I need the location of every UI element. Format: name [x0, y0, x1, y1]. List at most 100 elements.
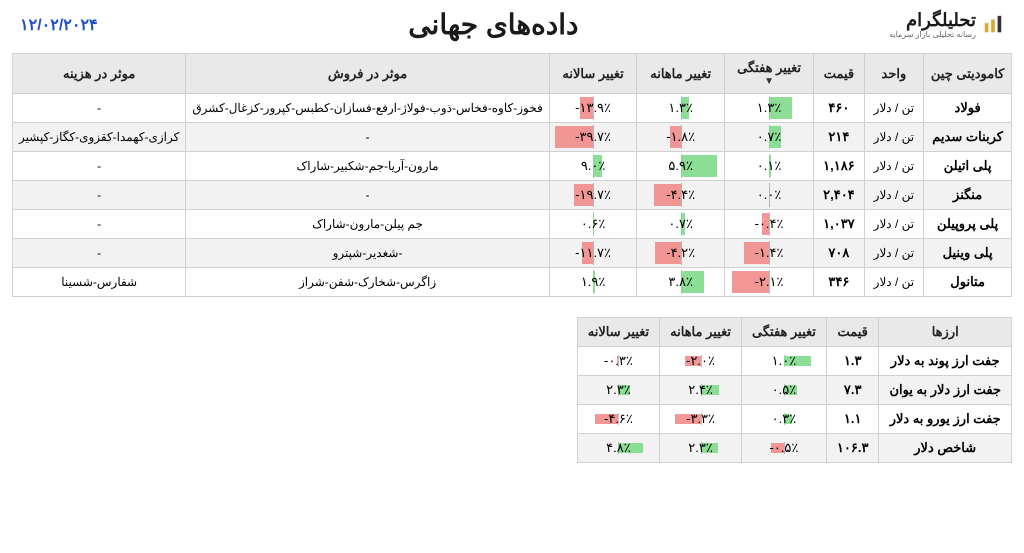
table-row: منگنزتن / دلار۲,۴۰۴۰.۰٪-۴.۴٪-۱۹.۷٪-- — [13, 181, 1012, 210]
change-value: ۲.۴٪ — [688, 382, 713, 398]
change-value: -۴.۲٪ — [666, 245, 695, 261]
commodity-price: ۲۱۴ — [814, 123, 864, 152]
th-monthly[interactable]: تغییر ماهانه — [637, 54, 724, 94]
currency-name: جفت ارز دلار به یوان — [879, 376, 1012, 405]
change-value: -۰.۳٪ — [604, 353, 633, 369]
table-row: پلی وینیلتن / دلار۷۰۸-۱.۴٪-۴.۲٪-۱۱.۷٪-شغ… — [13, 239, 1012, 268]
change-value: -۱۹.۷٪ — [575, 187, 611, 203]
change-value: ۱.۳٪ — [668, 100, 693, 116]
commodity-name: فولاد — [924, 94, 1012, 123]
change-cell: -۱.۸٪ — [637, 123, 724, 152]
th2-price[interactable]: قیمت — [826, 318, 879, 347]
change-value: ۱.۰٪ — [772, 353, 797, 369]
commodity-cost: - — [13, 239, 186, 268]
commodity-name: متانول — [924, 268, 1012, 297]
table-row: کربنات سدیمتن / دلار۲۱۴۰.۷٪-۱.۸٪-۳۹.۷٪-ک… — [13, 123, 1012, 152]
logo: تحلیلگرام رسانه تحلیلی بازار سرمایه — [889, 11, 1004, 39]
change-cell: -۳۹.۷٪ — [549, 123, 637, 152]
logo-icon — [982, 14, 1004, 36]
change-cell: -۳.۳٪ — [660, 405, 742, 434]
commodity-cost: - — [13, 152, 186, 181]
report-date: ۱۲/۰۲/۲۰۲۴ — [20, 15, 98, 35]
change-value: ۵.۹٪ — [668, 158, 693, 174]
table-row: جفت ارز پوند به دلار۱.۳۱.۰٪-۲.۰٪-۰.۳٪ — [577, 347, 1011, 376]
page-title: داده‌های جهانی — [98, 8, 889, 41]
commodity-name: پلی وینیل — [924, 239, 1012, 268]
th-sales[interactable]: موثر در فروش — [186, 54, 549, 94]
th2-name[interactable]: ارزها — [879, 318, 1012, 347]
change-value: -۳.۳٪ — [686, 411, 715, 427]
change-cell: ۰.۳٪ — [742, 405, 827, 434]
currency-price: ۱.۱ — [826, 405, 879, 434]
change-value: ۴.۸٪ — [606, 440, 631, 456]
logo-subtitle: رسانه تحلیلی بازار سرمایه — [889, 31, 976, 39]
th-yearly[interactable]: تغییر سالانه — [549, 54, 637, 94]
th-commodity[interactable]: کامودیتی چین — [924, 54, 1012, 94]
commodity-price: ۲,۴۰۴ — [814, 181, 864, 210]
change-value: ۱.۳٪ — [757, 100, 782, 116]
change-cell: -۰.۳٪ — [577, 347, 659, 376]
th-price[interactable]: قیمت — [814, 54, 864, 94]
commodity-price: ۷۰۸ — [814, 239, 864, 268]
commodity-sales: - — [186, 181, 549, 210]
change-cell: ۱.۹٪ — [549, 268, 637, 297]
table-row: فولادتن / دلار۴۶۰۱.۳٪۱.۳٪-۱۳.۹٪فخوز-کاوه… — [13, 94, 1012, 123]
change-value: -۱۳.۹٪ — [575, 100, 611, 116]
change-cell: ۱.۳٪ — [637, 94, 724, 123]
logo-text: تحلیلگرام — [889, 11, 976, 29]
th-unit[interactable]: واحد — [864, 54, 924, 94]
commodity-unit: تن / دلار — [864, 239, 924, 268]
commodity-price: ۱,۰۳۷ — [814, 210, 864, 239]
change-cell: ۹.۰٪ — [549, 152, 637, 181]
change-cell: ۲.۳٪ — [660, 434, 742, 463]
commodity-sales: جم پیلن-مارون-شاراک — [186, 210, 549, 239]
change-cell: ۴.۸٪ — [577, 434, 659, 463]
th2-monthly[interactable]: تغییر ماهانه — [660, 318, 742, 347]
change-cell: ۵.۹٪ — [637, 152, 724, 181]
change-cell: ۱.۰٪ — [742, 347, 827, 376]
th-weekly[interactable]: تغییر هفتگی ▼ — [724, 54, 813, 94]
change-cell: -۰.۴٪ — [724, 210, 813, 239]
change-cell: ۰.۰٪ — [724, 181, 813, 210]
commodity-cost: - — [13, 210, 186, 239]
commodity-sales: مارون-آریا-جم-شکبیر-شاراک — [186, 152, 549, 181]
change-value: ۰.۰٪ — [757, 187, 782, 203]
change-cell: ۰.۷٪ — [637, 210, 724, 239]
change-cell: ۳.۸٪ — [637, 268, 724, 297]
change-value: ۰.۶٪ — [581, 216, 606, 232]
commodity-sales: فخوز-کاوه-فخاس-ذوب-فولاژ-ارفع-فسازان-کطب… — [186, 94, 549, 123]
change-value: -۴.۴٪ — [666, 187, 695, 203]
commodity-price: ۳۴۶ — [814, 268, 864, 297]
currency-name: شاخص دلار — [879, 434, 1012, 463]
commodity-unit: تن / دلار — [864, 268, 924, 297]
change-cell: -۲.۱٪ — [724, 268, 813, 297]
commodity-price: ۱,۱۸۶ — [814, 152, 864, 181]
change-cell: -۱.۴٪ — [724, 239, 813, 268]
th-weekly-label: تغییر هفتگی — [737, 60, 801, 75]
change-value: -۱.۴٪ — [755, 245, 784, 261]
change-value: ۲.۳٪ — [606, 382, 631, 398]
change-value: ۰.۷٪ — [668, 216, 693, 232]
th-cost[interactable]: موثر در هزینه — [13, 54, 186, 94]
th2-weekly[interactable]: تغییر هفتگی — [742, 318, 827, 347]
change-cell: -۴.۴٪ — [637, 181, 724, 210]
commodity-name: پلی اتیلن — [924, 152, 1012, 181]
table-row: شاخص دلار۱۰۶.۳-۰.۵٪۲.۳٪۴.۸٪ — [577, 434, 1011, 463]
commodity-unit: تن / دلار — [864, 123, 924, 152]
sort-arrow-icon: ▼ — [731, 76, 807, 87]
change-value: -۰.۴٪ — [755, 216, 784, 232]
change-value: ۰.۵٪ — [772, 382, 797, 398]
table-row: متانولتن / دلار۳۴۶-۲.۱٪۳.۸٪۱.۹٪زاگرس-شخا… — [13, 268, 1012, 297]
currency-name: جفت ارز یورو به دلار — [879, 405, 1012, 434]
currency-name: جفت ارز پوند به دلار — [879, 347, 1012, 376]
th2-yearly[interactable]: تغییر سالانه — [577, 318, 659, 347]
change-value: -۲.۰٪ — [686, 353, 715, 369]
commodity-name: کربنات سدیم — [924, 123, 1012, 152]
commodity-unit: تن / دلار — [864, 210, 924, 239]
commodity-cost: شفارس-شسینا — [13, 268, 186, 297]
change-value: ۰.۷٪ — [757, 129, 782, 145]
header: تحلیلگرام رسانه تحلیلی بازار سرمایه داده… — [0, 0, 1024, 45]
commodity-name: پلی پروپیلن — [924, 210, 1012, 239]
change-cell: ۰.۷٪ — [724, 123, 813, 152]
commodity-unit: تن / دلار — [864, 94, 924, 123]
